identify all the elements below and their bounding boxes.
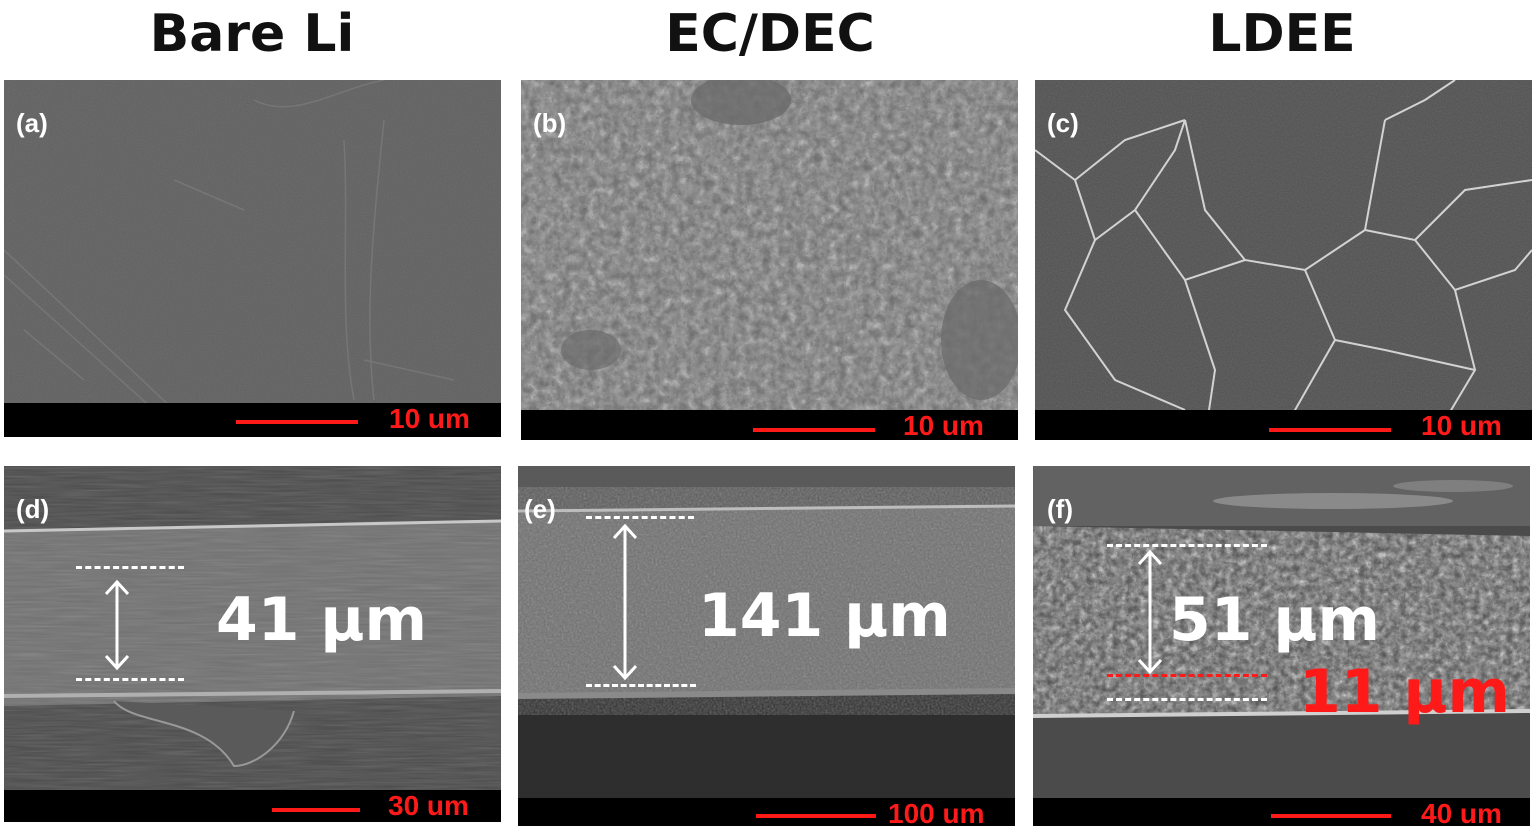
thickness-label: 41 μm xyxy=(216,585,428,655)
sem-panel-c: (c) 10 um xyxy=(1035,80,1532,440)
scale-bar-strip xyxy=(521,410,1018,440)
thickness-label: 141 μm xyxy=(698,581,951,651)
scale-bar-strip xyxy=(1033,798,1530,826)
thickness-label: 51 μm xyxy=(1169,585,1381,655)
dashed-line-top xyxy=(586,516,694,519)
scale-bar-label: 40 um xyxy=(1421,798,1502,826)
panel-label-a: (a) xyxy=(16,108,48,138)
scale-bar-strip xyxy=(518,798,1015,826)
panel-label-d: (d) xyxy=(16,494,50,524)
sem-panel-e: (e) 141 μm 100 um xyxy=(518,466,1015,826)
dashed-line-red xyxy=(1107,674,1267,677)
scale-bar-label: 100 um xyxy=(888,798,985,826)
scale-bar xyxy=(236,420,358,424)
double-arrow-icon xyxy=(104,579,130,671)
sem-panel-a: (a) 10 um xyxy=(4,80,501,437)
dashed-line-bottom xyxy=(1107,698,1267,701)
panel-label-f: (f) xyxy=(1047,494,1073,524)
panel-label-c: (c) xyxy=(1047,108,1079,138)
sem-panel-d: (d) 41 μm 30 um xyxy=(4,466,501,822)
dashed-line-top xyxy=(1107,544,1267,547)
double-arrow-icon xyxy=(1137,549,1163,675)
panel-label-e: (e) xyxy=(524,494,556,524)
dashed-line-bottom xyxy=(586,684,696,687)
scale-bar xyxy=(753,428,875,432)
column-title-bare-li: Bare Li xyxy=(149,4,355,64)
scale-bar xyxy=(1269,428,1391,432)
scale-bar-label: 10 um xyxy=(903,410,984,440)
sem-image-ec-dec-surface xyxy=(521,80,1018,440)
sem-panel-f: (f) 51 μm 11 μm 40 um xyxy=(1033,466,1530,826)
scale-bar-label: 10 um xyxy=(389,403,470,434)
sem-image-ldee-cross-section xyxy=(1033,466,1530,826)
scale-bar xyxy=(1271,814,1391,818)
scale-bar-label: 10 um xyxy=(1421,410,1502,440)
scale-bar-label: 30 um xyxy=(388,790,469,821)
scale-bar-strip xyxy=(1035,410,1532,440)
sem-image-ldee-surface xyxy=(1035,80,1532,440)
scale-bar-strip xyxy=(4,790,501,822)
dashed-line-top xyxy=(76,566,184,569)
panel-label-b: (b) xyxy=(533,108,567,138)
scale-bar xyxy=(272,808,360,812)
column-title-ec-dec: EC/DEC xyxy=(665,4,875,64)
sem-panel-b: (b) 10 um xyxy=(521,80,1018,440)
scale-bar xyxy=(756,814,876,818)
sem-image-bare-li-surface xyxy=(4,80,501,437)
column-title-ldee: LDEE xyxy=(1208,4,1356,64)
thickness-label-red: 11 μm xyxy=(1299,657,1511,727)
dashed-line-bottom xyxy=(76,678,184,681)
double-arrow-icon xyxy=(612,523,638,681)
sem-image-ec-dec-cross-section xyxy=(518,466,1015,826)
